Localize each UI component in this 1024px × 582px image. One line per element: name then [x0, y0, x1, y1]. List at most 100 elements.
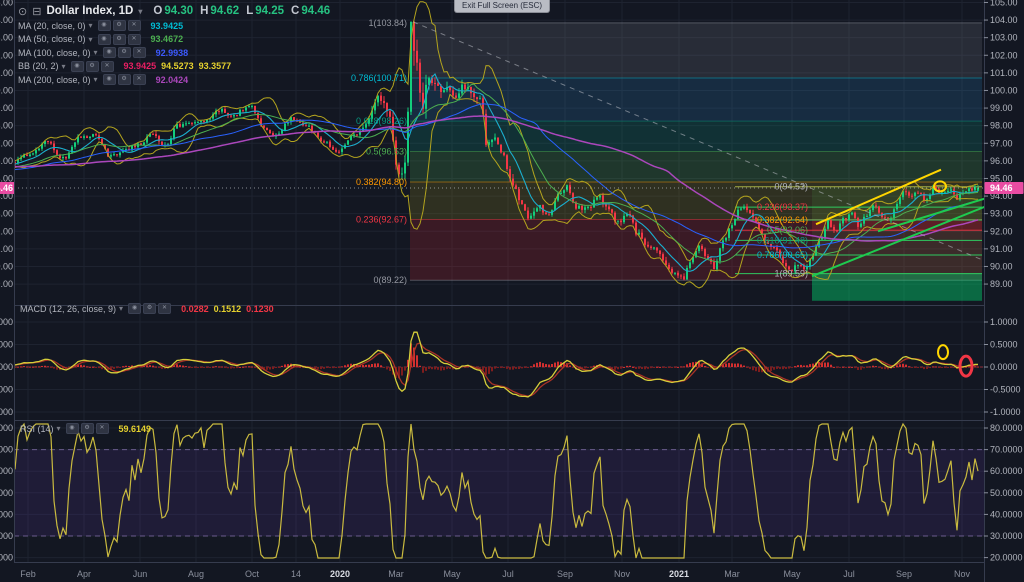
ohlc-label: L [246, 5, 254, 17]
remove-icon[interactable]: ✕ [127, 20, 141, 32]
ohlc-value: 94.30 [164, 5, 194, 17]
indicator-value: 59.6149 [118, 423, 152, 434]
price-tick-label: 40.0000 [0, 509, 13, 519]
chevron-down-icon[interactable]: ▾ [56, 424, 61, 434]
fib-level-label: 0.786(100.71) [351, 73, 407, 83]
indicator-name[interactable]: MA (100, close, 0) [18, 47, 91, 58]
macd-pane [14, 331, 984, 398]
indicator-row: MACD (12, 26, close, 9) ▾ ◉ ⚙ ✕ 0.0282 0.1512 0… [20, 302, 274, 316]
price-tick-label: 90.00 [990, 261, 1013, 271]
indicator-value: 93.9425 [150, 20, 184, 31]
settings-icon[interactable]: ⚙ [143, 303, 157, 315]
time-tick-label: Aug [188, 569, 204, 579]
last-price-text: 94.46 [990, 183, 1013, 193]
indicator-row: MA (20, close, 0) ▾ ◉ ⚙ ✕ 93.9425 [18, 19, 330, 33]
indicator-name[interactable]: MACD (12, 26, close, 9) [20, 303, 117, 314]
symbol-title[interactable]: Dollar Index, 1D [46, 5, 134, 17]
indicator-name[interactable]: MA (50, close, 0) [18, 34, 86, 45]
svg-text:94.46: 94.46 [0, 183, 13, 193]
chevron-down-icon[interactable]: ▾ [93, 75, 98, 85]
ohlc-value: 94.62 [210, 5, 240, 17]
visibility-icon[interactable]: ◉ [102, 74, 116, 86]
indicator-name[interactable]: MA (200, close, 0) [18, 74, 91, 85]
time-tick-label: Mar [388, 569, 404, 579]
indicator-row: BB (20, 2) ▾ ◉ ⚙ ✕ 93.9425 94.5273 93.3577 [18, 60, 330, 74]
time-tick-label: Jun [133, 569, 148, 579]
chevron-down-icon[interactable]: ▾ [119, 304, 124, 314]
remove-icon[interactable]: ✕ [95, 423, 109, 435]
remove-icon[interactable]: ✕ [132, 74, 146, 86]
settings-icon[interactable]: ⚙ [117, 47, 131, 59]
chevron-down-icon[interactable]: ▾ [88, 34, 93, 44]
ohlc-values: O 94.30 H 94.62 L 94.25 C 94.46 [153, 5, 330, 17]
indicator-name[interactable]: RSI (14) [20, 423, 54, 434]
price-tick-label: 80.0000 [0, 423, 13, 433]
indicator-buttons: ◉ ⚙ ✕ [65, 423, 109, 435]
rsi-pane [14, 422, 984, 559]
indicator-name[interactable]: MA (20, close, 0) [18, 20, 86, 31]
exit-fullscreen-button[interactable]: Exit Full Screen (ESC) [454, 0, 551, 13]
price-tick-label: 0.5000 [0, 340, 13, 350]
remove-icon[interactable]: ✕ [100, 60, 114, 72]
ohlc-pair: H 94.62 [200, 5, 239, 17]
settings-icon[interactable]: ⚙ [85, 60, 99, 72]
price-tick-label: 96.00 [990, 156, 1013, 166]
fib-level-label: 0.5(96.53) [366, 147, 407, 157]
fib-level-label: 1(89.59) [774, 269, 808, 279]
indicator-value: 92.9938 [155, 47, 189, 58]
time-axis[interactable]: Feb Apr Jun Aug Oct 14 2020 Mar May Jul Sep Nov 2021… [20, 569, 970, 579]
chevron-down-icon[interactable]: ▾ [88, 21, 93, 31]
chevron-down-icon[interactable]: ▾ [138, 6, 143, 16]
remove-icon[interactable]: ✕ [127, 33, 141, 45]
drawing-tools[interactable] [412, 21, 998, 278]
ohlc-value: 94.46 [301, 5, 331, 17]
price-tick-label: 99.00 [990, 103, 1013, 113]
price-tick-label: 104.00 [990, 15, 1018, 25]
ellipse-annotations[interactable] [933, 180, 974, 378]
ellipse-annotation [937, 344, 949, 361]
symbol-title-row: ⊙ ⊟ Dollar Index, 1D ▾ O 94.30 H 94.62 L 94.2… [18, 3, 330, 19]
fib-retracement-short[interactable] [735, 186, 982, 301]
visibility-icon[interactable]: ◉ [65, 423, 79, 435]
visibility-icon[interactable]: ◉ [128, 303, 142, 315]
price-tick-label: 94.00 [0, 191, 13, 201]
visibility-icon[interactable]: ◉ [102, 47, 116, 59]
remove-icon[interactable]: ✕ [158, 303, 172, 315]
chevron-down-icon[interactable]: ▾ [93, 48, 98, 58]
visibility-icon[interactable]: ◉ [97, 33, 111, 45]
chevron-down-icon[interactable]: ▾ [61, 61, 66, 71]
settings-icon[interactable]: ⚙ [112, 33, 126, 45]
price-tick-label: 100.00 [990, 85, 1018, 95]
indicator-buttons: ◉ ⚙ ✕ [97, 33, 141, 45]
indicator-value: 93.9425 [123, 61, 157, 72]
fib-level-label: 0.5(92.06) [767, 225, 808, 235]
left-price-axis[interactable]: 105.00 104.00 103.00 102.00 101.00 100.00 99.0… [0, 0, 14, 582]
price-tick-label: 96.00 [0, 156, 13, 166]
minimize-square-icon[interactable]: ⊟ [32, 5, 42, 18]
price-tick-label: 90.00 [0, 261, 13, 271]
visibility-icon[interactable]: ◉ [97, 20, 111, 32]
price-tick-label: 89.00 [990, 279, 1013, 289]
time-tick-label: Nov [614, 569, 631, 579]
visibility-icon[interactable]: ◉ [70, 60, 84, 72]
indicator-buttons: ◉ ⚙ ✕ [128, 303, 172, 315]
price-tick-label: 99.00 [0, 103, 13, 113]
settings-icon[interactable]: ⚙ [117, 74, 131, 86]
price-tick-label: 70.0000 [0, 445, 13, 455]
settings-icon[interactable]: ⚙ [112, 20, 126, 32]
green-trendline [877, 197, 984, 233]
price-tick-label: 102.00 [990, 50, 1018, 60]
settings-icon[interactable]: ⚙ [80, 423, 94, 435]
indicator-name[interactable]: BB (20, 2) [18, 61, 59, 72]
remove-icon[interactable]: ✕ [132, 47, 146, 59]
circle-dot-icon[interactable]: ⊙ [18, 5, 28, 18]
price-axis[interactable]: 105.00 104.00 103.00 102.00 101.00 100.00 99.0… [984, 0, 1024, 582]
ohlc-value: 94.25 [255, 5, 285, 17]
price-tick-label: 97.00 [990, 138, 1013, 148]
time-tick-label: Nov [954, 569, 971, 579]
fib-labels[interactable]: 1(103.84) 0.786(100.71) 0.618(98.26) 0.5(96… [351, 18, 808, 285]
price-tick-label: 60.0000 [0, 466, 13, 476]
fib-level-label: 0(94.53) [774, 182, 808, 192]
